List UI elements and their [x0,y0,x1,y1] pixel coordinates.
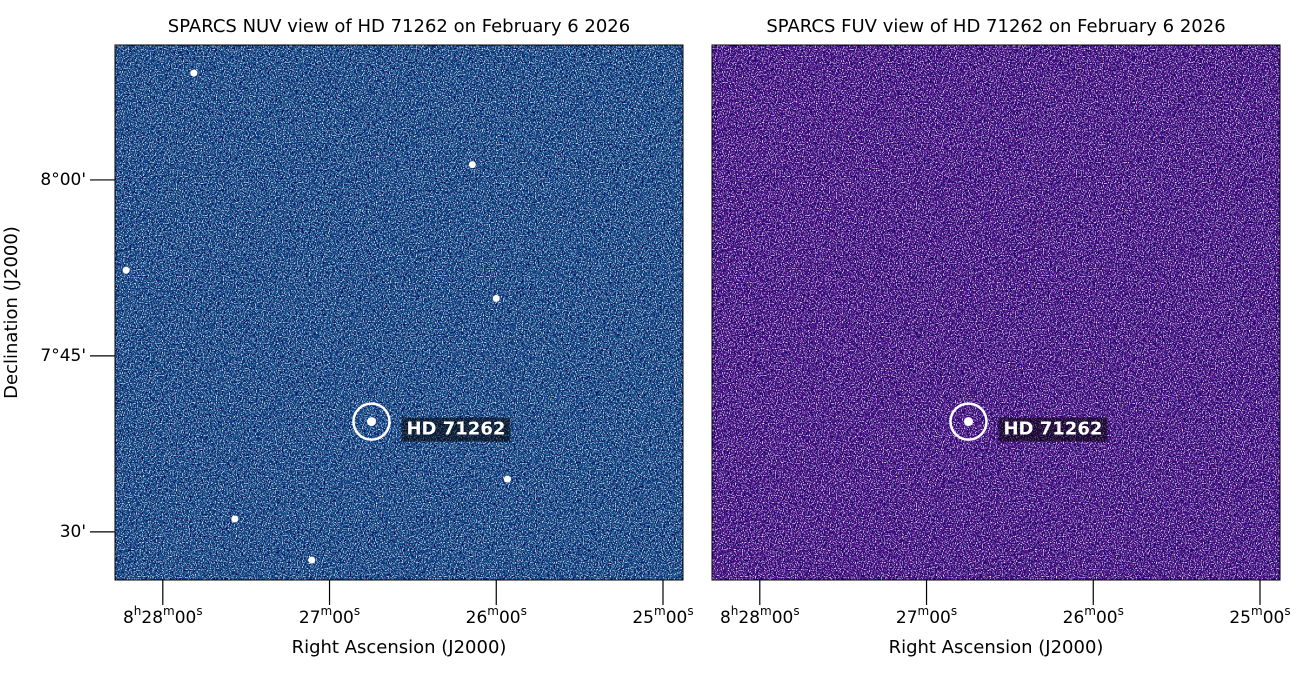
x-tick-label: 25m00s [1229,604,1290,629]
frame [114,44,684,581]
x-tick-label: 26m00s [466,604,527,629]
source [190,69,198,77]
chart-title: SPARCS FUV view of HD 71262 on February … [766,16,1225,37]
y-tick-label: 30' [60,522,86,542]
annotation: HD 71262 [1003,419,1102,440]
target-star [366,417,376,427]
x-tick-label: 26m00s [1063,604,1124,629]
x-tick-label: 8h28m00s [123,604,203,629]
source [503,475,511,483]
frame [711,44,1281,581]
annotation-box [998,417,1108,442]
source [492,294,500,302]
source [231,515,239,523]
source [308,556,316,564]
source [468,161,476,169]
annotation: HD 71262 [406,419,505,440]
x-axis-label: Right Ascension (J2000) [889,637,1104,658]
x-tick-label: 8h28m00s [720,604,800,629]
y-axis-label: Declination (J2000) [1,226,22,399]
image-noise [115,45,683,580]
target-ring [352,402,391,441]
x-tick-label: 27m00s [299,604,360,629]
target-star [963,417,973,427]
source [122,266,130,274]
x-tick-label: 25m00s [632,604,693,629]
target-ring [949,402,988,441]
y-tick-label: 7°45' [40,346,86,366]
annotation-box [401,417,511,442]
x-axis-label: Right Ascension (J2000) [292,637,507,658]
x-tick-label: 27m00s [896,604,957,629]
y-tick-label: 8°00' [40,170,86,190]
image-noise [712,45,1280,580]
chart-title: SPARCS NUV view of HD 71262 on February … [168,16,630,37]
